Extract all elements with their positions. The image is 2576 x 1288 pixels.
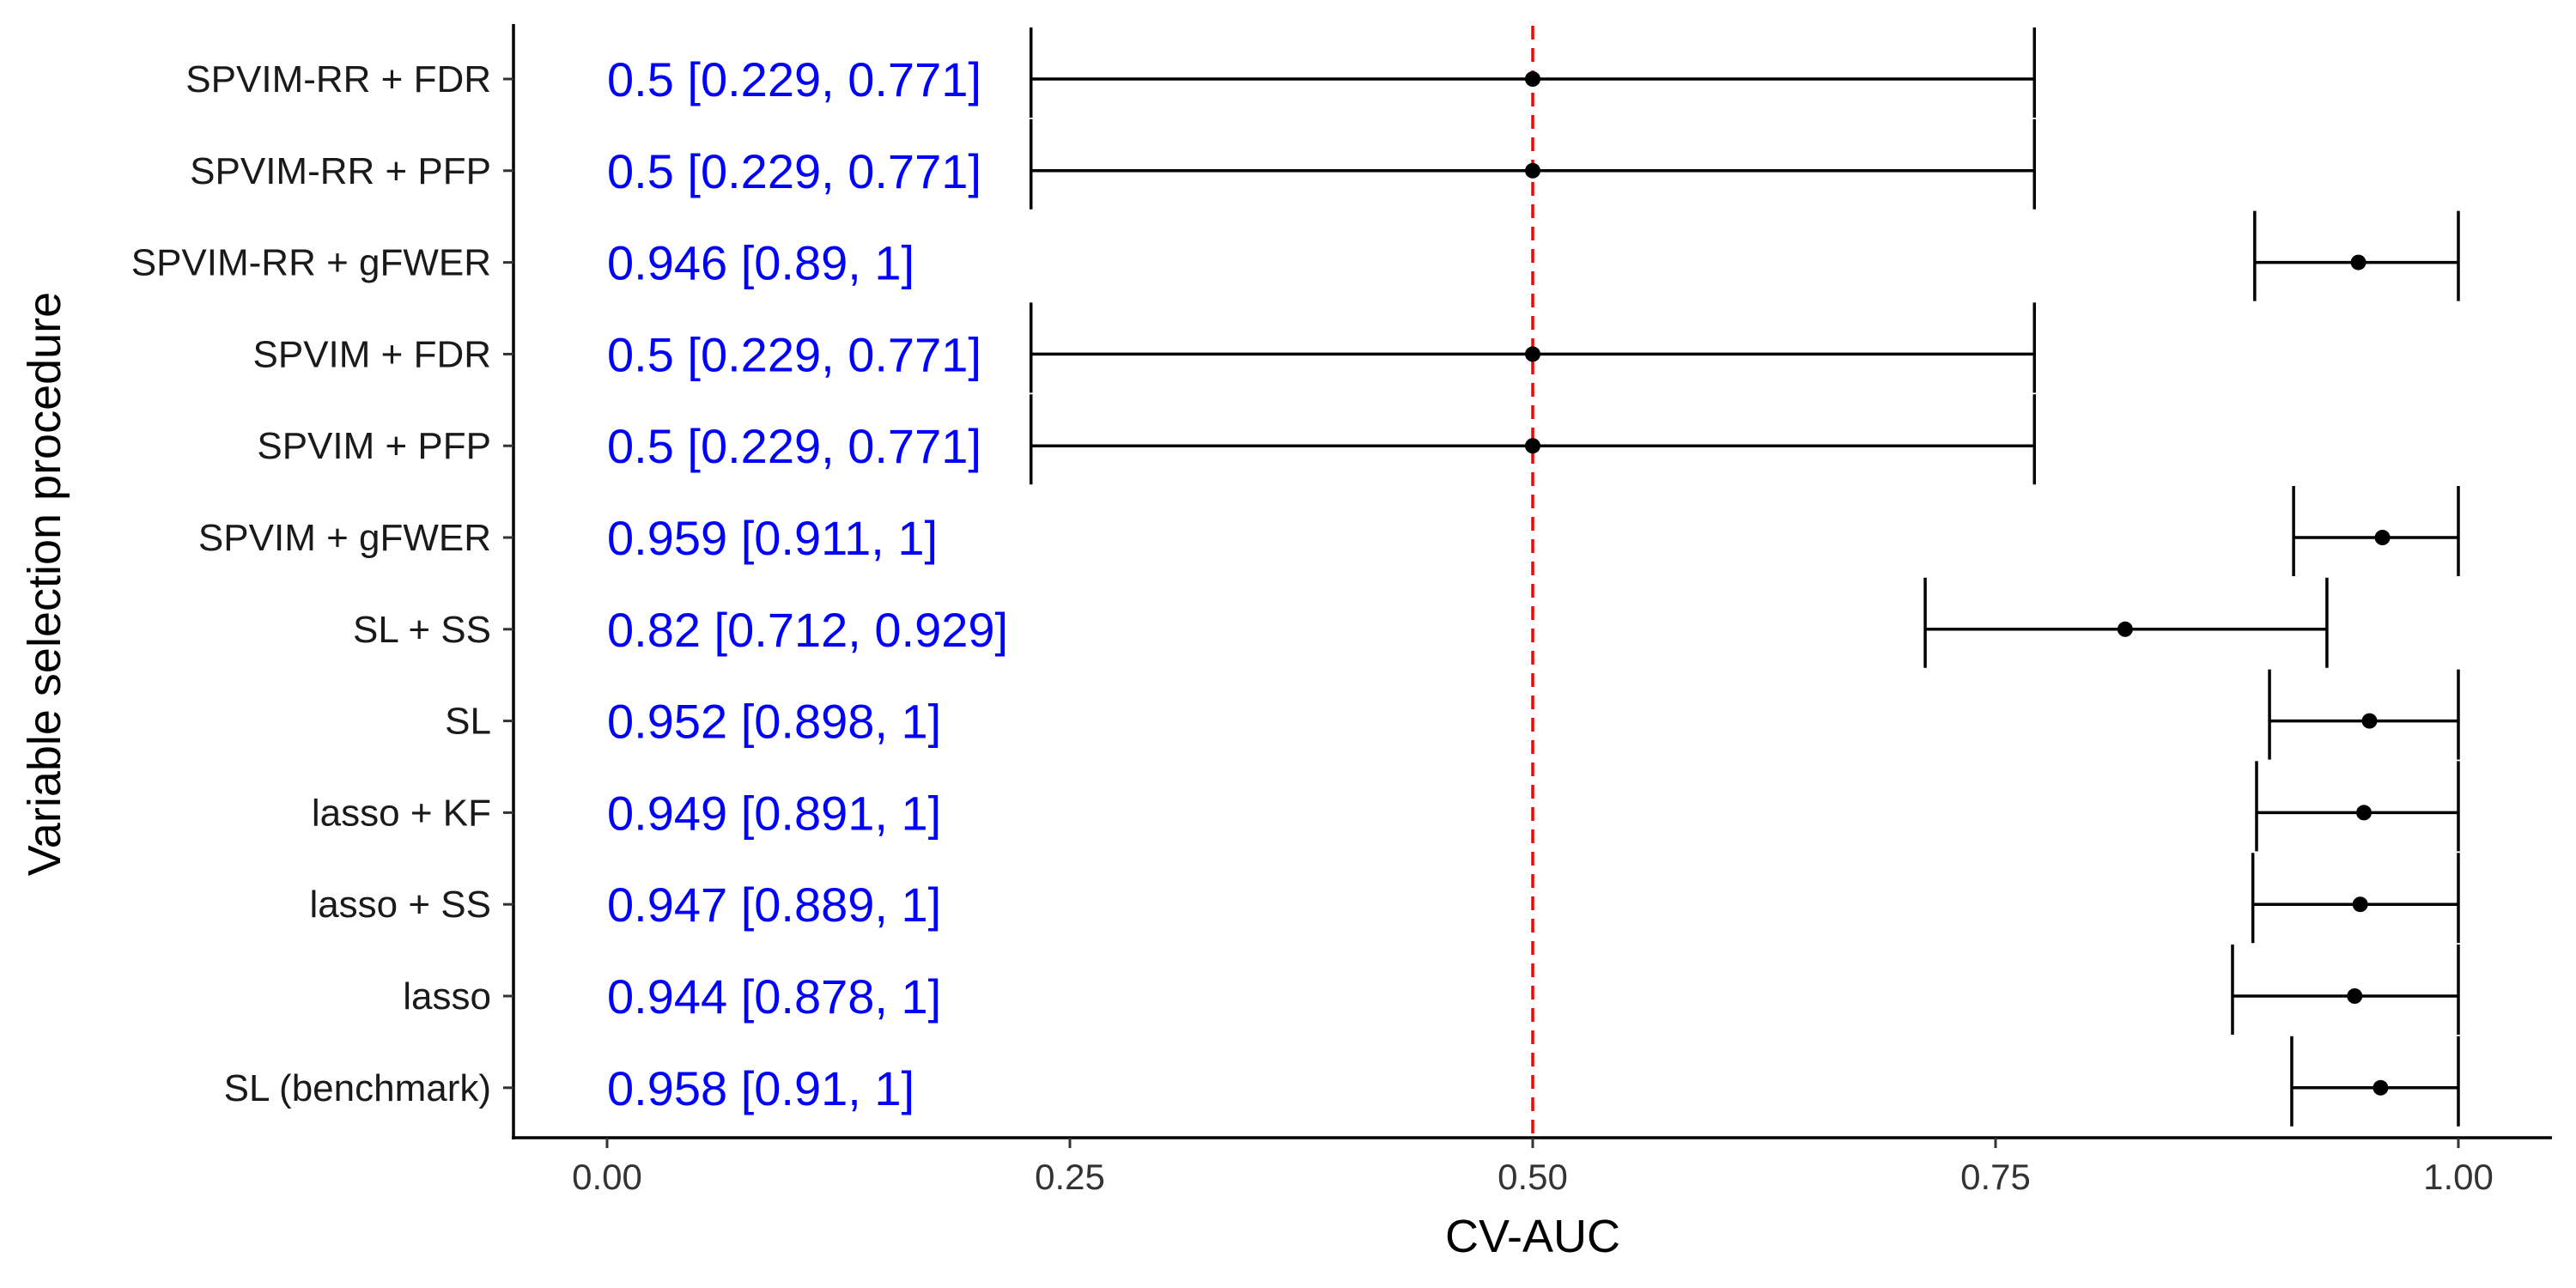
- category-label: SPVIM-RR + PFP: [190, 150, 491, 192]
- x-tick-label: 0.00: [572, 1157, 642, 1197]
- category-label: SL: [445, 701, 491, 743]
- point-estimate: [1525, 346, 1540, 362]
- point-estimate: [2372, 1079, 2389, 1096]
- point-estimate: [2347, 988, 2363, 1004]
- category-label: lasso + SS: [309, 884, 491, 926]
- y-axis-title: Variable selection procedure: [19, 292, 70, 876]
- point-estimate: [2352, 896, 2368, 913]
- category-label: lasso + KF: [312, 792, 491, 834]
- point-estimate: [2117, 621, 2133, 637]
- category-label: SPVIM + FDR: [253, 333, 492, 375]
- x-tick-label: 0.50: [1498, 1157, 1568, 1197]
- point-estimate: [1525, 438, 1540, 454]
- value-annotation: 0.958 [0.91, 1]: [607, 1061, 914, 1115]
- point-estimate: [2356, 805, 2372, 821]
- value-annotation: 0.959 [0.911, 1]: [607, 511, 938, 565]
- point-estimate: [2374, 530, 2391, 545]
- category-label: SPVIM + gFWER: [198, 517, 491, 559]
- point-estimate: [2361, 713, 2378, 729]
- point-estimate: [1525, 162, 1540, 179]
- point-estimate: [1525, 71, 1540, 87]
- value-annotation: 0.946 [0.89, 1]: [607, 236, 914, 290]
- x-axis-title: CV-AUC: [1445, 1211, 1620, 1262]
- point-estimate: [2350, 254, 2366, 270]
- value-annotation: 0.5 [0.229, 0.771]: [607, 419, 981, 473]
- value-annotation: 0.944 [0.878, 1]: [607, 969, 941, 1024]
- x-tick-label: 0.25: [1035, 1157, 1105, 1197]
- x-tick-label: 1.00: [2423, 1157, 2494, 1197]
- value-annotation: 0.5 [0.229, 0.771]: [607, 144, 981, 198]
- category-label: SL + SS: [353, 609, 491, 651]
- value-annotation: 0.5 [0.229, 0.771]: [607, 52, 981, 106]
- x-tick-label: 0.75: [1960, 1157, 2031, 1197]
- category-label: SPVIM-RR + FDR: [185, 58, 491, 100]
- category-label: SPVIM-RR + gFWER: [131, 242, 491, 284]
- value-annotation: 0.82 [0.712, 0.929]: [607, 603, 1008, 657]
- category-label: SPVIM + PFP: [257, 425, 491, 467]
- category-label: lasso: [403, 975, 491, 1018]
- category-label: SL (benchmark): [224, 1067, 491, 1109]
- value-annotation: 0.947 [0.889, 1]: [607, 878, 941, 932]
- value-annotation: 0.5 [0.229, 0.771]: [607, 327, 981, 381]
- value-annotation: 0.952 [0.898, 1]: [607, 695, 941, 749]
- value-annotation: 0.949 [0.891, 1]: [607, 786, 941, 840]
